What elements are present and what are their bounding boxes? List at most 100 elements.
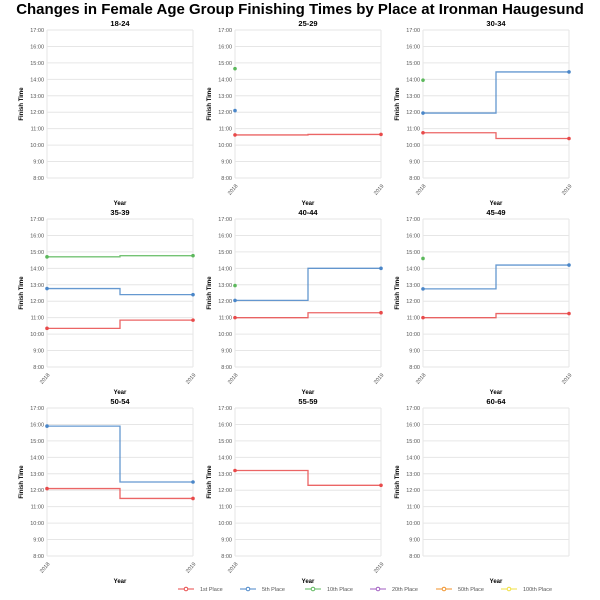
y-tick-label: 17:00: [218, 217, 232, 223]
series-line-10th-place: [47, 255, 193, 258]
y-tick-label: 10:00: [218, 332, 232, 338]
y-tick-label: 10:00: [218, 521, 232, 527]
y-tick-label: 16:00: [30, 422, 44, 428]
series-line-1st-place: [235, 469, 381, 486]
data-point: [421, 315, 425, 320]
data-point: [191, 318, 195, 322]
series-line-1st-place: [235, 312, 381, 319]
y-tick-label: 15:00: [406, 61, 420, 67]
data-point: [45, 286, 49, 291]
y-tick-label: 13:00: [30, 472, 44, 478]
x-axis-label: Year: [114, 201, 127, 207]
data-point: [45, 486, 49, 491]
legend-label: 1st Place: [200, 587, 223, 593]
x-axis-label: Year: [302, 579, 315, 585]
data-point: [233, 108, 237, 113]
y-tick-label: 15:00: [406, 250, 420, 256]
data-point: [233, 283, 237, 288]
series-line-1st-place: [423, 312, 569, 319]
y-tick-label: 9:00: [221, 349, 232, 355]
y-axis-label: Finish Time: [19, 465, 25, 499]
y-tick-label: 14:00: [218, 455, 232, 461]
y-tick-label: 17:00: [218, 406, 232, 412]
legend-label: 10th Place: [327, 587, 353, 593]
data-point: [421, 78, 425, 82]
y-tick-label: 17:00: [218, 28, 232, 34]
y-tick-label: 9:00: [33, 349, 44, 355]
x-tick-label: 2019: [373, 183, 385, 196]
y-tick-label: 8:00: [409, 365, 420, 371]
series-line-5th-place: [423, 264, 569, 290]
data-point: [421, 111, 425, 115]
y-tick-label: 10:00: [30, 143, 44, 149]
y-tick-label: 17:00: [30, 217, 44, 223]
y-axis-label: Finish Time: [395, 87, 401, 121]
y-tick-label: 16:00: [406, 44, 420, 50]
legend-label: 20th Place: [392, 587, 418, 593]
y-tick-label: 14:00: [406, 77, 420, 83]
y-axis-label: Finish Time: [19, 87, 25, 121]
panel-title: 18-24: [110, 19, 130, 28]
y-tick-label: 12:00: [406, 488, 420, 494]
data-point: [421, 287, 425, 291]
y-tick-label: 9:00: [221, 160, 232, 166]
legend-marker: [245, 586, 251, 592]
legend-label: 50th Place: [458, 587, 484, 593]
legend-marker: [375, 586, 381, 592]
y-tick-label: 9:00: [409, 160, 420, 166]
y-tick-label: 16:00: [406, 233, 420, 239]
y-tick-label: 8:00: [33, 176, 44, 182]
y-tick-label: 10:00: [406, 521, 420, 527]
data-point: [45, 424, 49, 428]
y-tick-label: 13:00: [406, 283, 420, 289]
y-tick-label: 15:00: [30, 250, 44, 256]
chart-title: Changes in Female Age Group Finishing Ti…: [16, 1, 584, 18]
y-tick-label: 13:00: [406, 472, 420, 478]
data-point: [191, 480, 195, 484]
data-point: [233, 133, 237, 137]
data-point: [379, 132, 383, 137]
series-line-1st-place: [47, 319, 193, 330]
data-point: [421, 130, 425, 135]
y-tick-label: 10:00: [218, 143, 232, 149]
x-tick-label: 2019: [373, 561, 385, 574]
y-tick-label: 8:00: [409, 176, 420, 182]
data-point: [233, 66, 237, 71]
data-point: [567, 136, 571, 141]
y-tick-label: 15:00: [218, 61, 232, 67]
legend-marker: [183, 586, 189, 592]
y-tick-label: 15:00: [30, 61, 44, 67]
panel-title: 30-34: [486, 19, 506, 28]
x-tick-label: 2018: [415, 372, 427, 385]
y-tick-label: 14:00: [218, 266, 232, 272]
y-tick-label: 11:00: [219, 127, 232, 133]
y-tick-label: 8:00: [33, 554, 44, 560]
y-tick-label: 13:00: [218, 94, 232, 100]
y-tick-label: 17:00: [406, 28, 420, 34]
x-tick-label: 2018: [39, 561, 51, 574]
y-axis-label: Finish Time: [19, 276, 25, 310]
x-axis-label: Year: [490, 201, 503, 207]
x-tick-label: 2019: [561, 183, 573, 196]
y-tick-label: 13:00: [218, 472, 232, 478]
data-point: [191, 292, 195, 297]
y-tick-label: 11:00: [407, 505, 420, 511]
data-point: [567, 311, 571, 316]
data-point: [233, 315, 237, 320]
y-tick-label: 13:00: [406, 94, 420, 100]
y-tick-label: 12:00: [30, 110, 44, 116]
y-tick-label: 14:00: [406, 266, 420, 272]
y-tick-label: 12:00: [218, 299, 232, 305]
y-tick-label: 12:00: [218, 488, 232, 494]
x-tick-label: 2018: [39, 372, 51, 385]
data-point: [379, 483, 383, 488]
y-tick-label: 8:00: [221, 554, 232, 560]
legend-label: 5th Place: [262, 587, 285, 593]
y-tick-label: 16:00: [218, 422, 232, 428]
y-tick-label: 10:00: [406, 332, 420, 338]
panel-title: 60-64: [486, 397, 506, 406]
y-tick-label: 8:00: [33, 365, 44, 371]
x-tick-label: 2019: [373, 372, 385, 385]
y-tick-label: 12:00: [218, 110, 232, 116]
